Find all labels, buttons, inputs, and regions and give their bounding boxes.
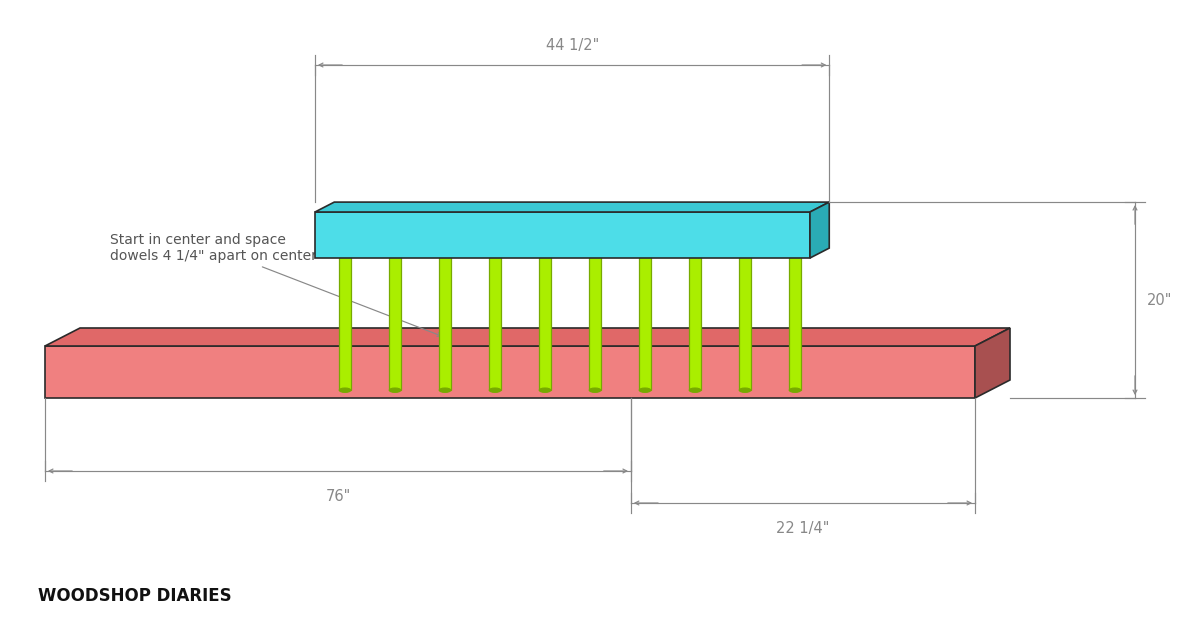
Ellipse shape [689, 388, 701, 392]
Text: WOODSHOP DIARIES: WOODSHOP DIARIES [38, 587, 232, 605]
Ellipse shape [340, 216, 350, 221]
Text: Start in center and space
dowels 4 1/4" apart on center: Start in center and space dowels 4 1/4" … [110, 233, 442, 336]
Ellipse shape [389, 388, 401, 392]
Ellipse shape [490, 388, 500, 392]
Polygon shape [974, 328, 1010, 398]
Bar [589, 219, 601, 390]
Ellipse shape [439, 388, 451, 392]
Ellipse shape [539, 388, 551, 392]
Ellipse shape [790, 216, 800, 221]
Ellipse shape [539, 216, 551, 221]
Ellipse shape [739, 388, 751, 392]
Bar [790, 219, 800, 390]
Ellipse shape [689, 216, 701, 221]
Ellipse shape [389, 216, 401, 221]
Bar [490, 219, 500, 390]
Ellipse shape [589, 388, 601, 392]
Polygon shape [810, 202, 829, 258]
Ellipse shape [439, 216, 451, 221]
Ellipse shape [490, 216, 500, 221]
Text: 76": 76" [325, 489, 350, 504]
Ellipse shape [340, 388, 350, 392]
Polygon shape [314, 212, 810, 258]
Text: 20": 20" [1147, 292, 1172, 308]
Bar [539, 219, 551, 390]
Ellipse shape [640, 388, 650, 392]
Bar [689, 219, 701, 390]
Polygon shape [314, 202, 829, 212]
Polygon shape [46, 346, 974, 398]
Ellipse shape [640, 216, 650, 221]
Bar [739, 219, 751, 390]
Polygon shape [46, 328, 1010, 346]
Text: 44 1/2": 44 1/2" [546, 38, 599, 53]
Ellipse shape [790, 388, 800, 392]
Text: 22 1/4": 22 1/4" [776, 521, 829, 536]
Bar [640, 219, 650, 390]
Bar [389, 219, 401, 390]
Bar [340, 219, 350, 390]
Ellipse shape [739, 216, 751, 221]
Ellipse shape [589, 216, 601, 221]
Bar [439, 219, 451, 390]
